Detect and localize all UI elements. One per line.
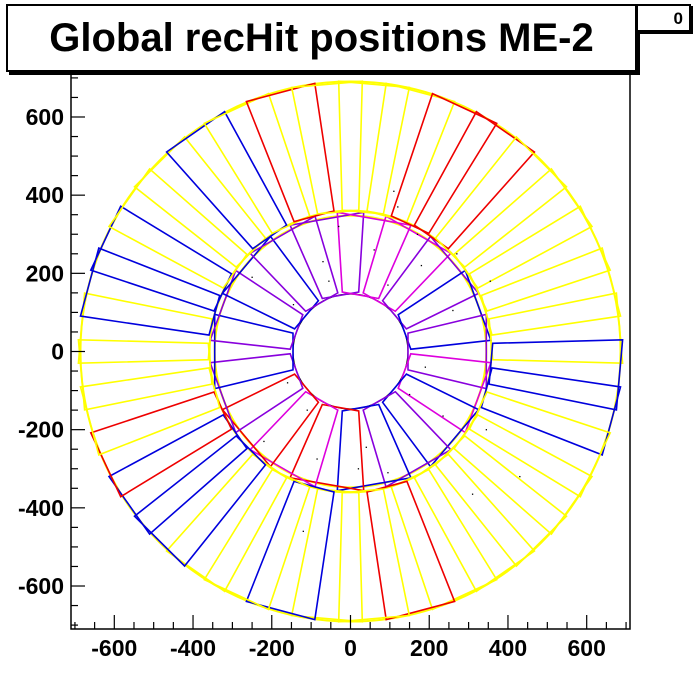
rechit-point-6	[387, 472, 389, 474]
rechit-point-10	[286, 382, 289, 384]
chamber-outline-ring2-1	[337, 80, 411, 215]
chamber-outline-ring2-20	[245, 480, 335, 621]
chamber-outline-ring1-15	[213, 313, 294, 390]
rechit-point-18	[424, 366, 426, 368]
chamber-outline-ring2-27	[77, 338, 213, 411]
chamber-outline-ring1-13	[221, 373, 320, 468]
boundary-circle-3	[213, 214, 488, 489]
x-tick-label: -600	[91, 635, 137, 661]
chamber-outline-ring2-13	[453, 413, 594, 536]
rechit-point-25	[485, 429, 488, 431]
rechit-point-12	[471, 493, 474, 495]
y-tick-label: -600	[18, 573, 64, 599]
axis-layer: -600 -400 -200 0 200 400 600 600 400 200 0 -200 -400…	[18, 77, 627, 661]
chart-title: Global recHit positions ME-2	[49, 16, 594, 60]
chamber-outline-ring2-12	[468, 391, 612, 498]
rechit-point-4	[365, 446, 367, 448]
rechit-point-23	[263, 440, 265, 443]
rechit-point-17	[442, 415, 444, 417]
y-tick-label: 200	[26, 260, 64, 286]
rechit-point-7	[328, 280, 330, 282]
rechit-point-20	[519, 475, 521, 478]
chamber-outline-ring2-7	[468, 205, 612, 312]
boundary-circle-1	[79, 80, 622, 623]
rechit-point-14	[251, 276, 253, 278]
chamber-outline-ring1-9	[362, 390, 453, 488]
rechit-point-8	[306, 409, 308, 411]
rechit-point-22	[387, 284, 389, 286]
rechit-point-28	[456, 253, 458, 255]
chamber-outline-ring2-10	[488, 338, 624, 411]
y-tick-label: -200	[18, 417, 64, 443]
chamber-outline-ring2-3	[390, 92, 498, 235]
chamber-outline-ring1-17	[221, 235, 320, 330]
chamber-outline-ring2-36	[290, 80, 364, 215]
chamber-outline-ring1-6	[407, 313, 488, 390]
y-tick-label: -400	[18, 495, 64, 521]
chamber-outline-ring2-22	[165, 453, 288, 593]
chamber-outline-ring1-4	[381, 235, 480, 330]
chamber-outline-ring2-35	[245, 82, 335, 223]
chamber-outline-ring1-3	[362, 215, 453, 313]
rechit-point-27	[322, 261, 324, 263]
chamber-outline-ring2-2	[366, 82, 456, 223]
chamber-outline-ring2-14	[434, 434, 568, 568]
title-box: Global recHit positions ME-2	[6, 4, 637, 72]
chamber-outline-ring2-5	[434, 135, 568, 269]
chamber-outline-ring1-12	[248, 390, 339, 488]
chamber-outline-ring2-24	[107, 413, 248, 536]
chamber-outline-ring2-25	[89, 391, 233, 498]
y-tick-label: 0	[51, 339, 64, 365]
rechit-point-19	[302, 530, 304, 532]
chamber-outline-ring2-29	[79, 247, 221, 336]
chamber-outline-ring2-34	[203, 92, 311, 235]
chamber-outline-ring2-19	[290, 488, 364, 623]
chamber-outline-ring2-4	[413, 110, 536, 250]
chamber-outline-ring2-16	[390, 468, 498, 611]
chamber-outline-ring2-15	[413, 453, 536, 593]
chamber-outline-ring2-6	[453, 167, 594, 290]
chamber-outline-ring2-30	[89, 205, 233, 312]
stats-entries: 0	[673, 9, 683, 28]
stats-box: 0	[636, 4, 691, 32]
x-tick-label: 600	[568, 635, 606, 661]
x-tick-label: 0	[344, 635, 357, 661]
chamber-outline-ring1-8	[381, 373, 480, 468]
data-layer	[77, 80, 624, 623]
plot-frame	[70, 73, 631, 630]
chamber-outline-ring2-8	[480, 247, 622, 336]
chamber-outline-ring1-18	[248, 215, 339, 313]
rechit-point-21	[338, 225, 340, 228]
chamber-outline-ring2-31	[107, 167, 248, 290]
rechit-point-24	[489, 280, 491, 282]
chamber-outline-ring2-26	[79, 367, 221, 456]
rechit-point-2	[393, 190, 395, 192]
x-tick-label: -400	[170, 635, 216, 661]
chamber-outline-ring2-17	[366, 480, 456, 621]
rechit-point-3	[316, 458, 318, 460]
chamber-outline-ring2-9	[488, 292, 624, 365]
rechit-point-1	[397, 206, 399, 208]
chamber-outline-ring2-28	[77, 292, 213, 365]
chamber-outline-ring2-21	[203, 468, 311, 611]
rechit-point-13	[408, 393, 411, 396]
x-tick-label: -200	[249, 635, 295, 661]
rechit-point-26	[416, 233, 419, 235]
rechit-point-16	[292, 303, 295, 306]
rechit-point-11	[357, 468, 360, 470]
chamber-outline-ring2-33	[165, 110, 288, 250]
chamber-outline-ring2-18	[337, 488, 411, 623]
x-tick-label: 400	[489, 635, 527, 661]
chamber-outline-ring2-32	[133, 135, 267, 269]
rechit-point-15	[373, 249, 375, 251]
x-tick-label: 200	[410, 635, 448, 661]
chamber-outline-ring2-11	[480, 367, 622, 456]
y-tick-label: 600	[26, 104, 64, 130]
rechit-point-9	[452, 309, 454, 312]
chamber-outline-ring2-23	[133, 434, 267, 568]
rechit-point-5	[420, 264, 423, 267]
y-tick-label: 400	[26, 182, 64, 208]
